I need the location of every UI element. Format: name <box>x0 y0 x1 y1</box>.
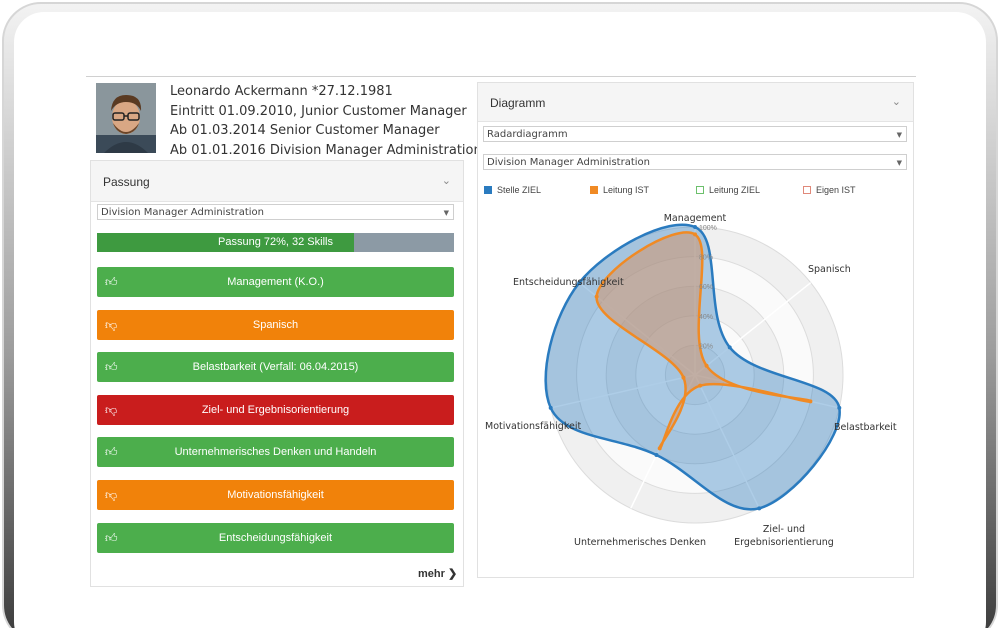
legend-label: Leitung ZIEL <box>709 185 761 195</box>
data-point <box>837 405 842 410</box>
radar-spoke <box>694 374 760 509</box>
collapse-chevron-icon[interactable]: ⌄ <box>441 175 451 187</box>
data-point <box>577 280 582 285</box>
skill-label: Belastbarkeit (Verfall: 06.04.2015) <box>192 361 359 374</box>
axis-label: Entscheidungsfähigkeit <box>513 277 624 288</box>
skill-item[interactable]: 👎︎ Spanisch <box>97 309 454 340</box>
radar-spoke <box>694 282 812 376</box>
chevron-down-icon: ▼ <box>443 209 449 217</box>
legend-label: Leitung IST <box>603 185 650 195</box>
passung-title: Passung <box>103 175 150 189</box>
tick-label: 20% <box>699 343 713 350</box>
data-point <box>693 225 697 229</box>
avatar <box>96 83 156 153</box>
screen-top-border <box>86 76 916 77</box>
legend-item[interactable]: Leitung IST <box>590 185 649 195</box>
passung-progress-label: Passung 72%, 32 Skills <box>218 236 333 248</box>
radar-spoke <box>550 374 696 409</box>
thumbs-up-icon: 👍︎ <box>105 275 118 289</box>
chevron-down-icon: ▼ <box>896 131 902 139</box>
role-select-value: Division Manager Administration <box>487 157 650 168</box>
data-point <box>704 363 709 368</box>
axis-label: Unternehmerisches Denken <box>574 537 706 548</box>
diagramm-title: Diagramm <box>490 96 546 110</box>
thumbs-up-icon: 👍︎ <box>105 445 118 460</box>
profile-name-line: Leonardo Ackermann *27.12.1981 <box>170 84 393 99</box>
profile-info: Leonardo Ackermann *27.12.1981 Eintritt … <box>170 82 482 160</box>
axis-label: Spanisch <box>808 264 851 275</box>
thumbs-down-icon: 👎︎ <box>105 317 118 332</box>
skill-label: Ziel- und Ergebnisorientierung <box>201 403 350 416</box>
chevron-down-icon: ▼ <box>896 159 902 167</box>
profile-history-line: Ab 01.03.2014 Senior Customer Manager <box>170 123 440 138</box>
more-link-label: mehr <box>418 568 445 580</box>
skill-label: Motivationsfähigkeit <box>227 489 324 501</box>
legend-swatch <box>696 186 704 194</box>
data-point <box>698 383 703 388</box>
data-point <box>808 399 813 404</box>
data-point <box>654 453 659 458</box>
diagramm-panel-header[interactable]: Diagramm ⌄ <box>478 83 913 122</box>
axis-label: Management <box>664 213 727 224</box>
axis-label: Motivationsfähigkeit <box>485 421 581 432</box>
tick-label: 40% <box>699 314 713 321</box>
data-point <box>693 232 697 237</box>
tick-label: 80% <box>699 255 713 262</box>
axis-label: Ziel- und Ergebnisorientierung <box>734 524 834 548</box>
legend-item[interactable]: Stelle ZIEL <box>484 185 541 195</box>
more-link[interactable]: mehr ❯ <box>418 567 457 580</box>
skill-item[interactable]: 👍︎ Entscheidungsfähigkeit <box>97 522 454 553</box>
data-point <box>594 294 599 299</box>
data-point <box>657 446 662 451</box>
passung-role-select-value: Division Manager Administration <box>101 207 264 218</box>
tick-label: 60% <box>699 284 713 291</box>
collapse-chevron-icon[interactable]: ⌄ <box>891 96 901 108</box>
skill-item[interactable]: 👍︎ Unternehmerisches Denken und Handeln <box>97 437 454 468</box>
legend-swatch <box>803 186 811 194</box>
chart-type-select-value: Radardiagramm <box>487 129 568 140</box>
thumbs-up-icon: 👍︎ <box>105 530 118 545</box>
role-select[interactable]: Division Manager Administration ▼ <box>483 154 907 170</box>
skill-label: Management (K.O.) <box>227 276 324 288</box>
skill-item[interactable]: 👎︎ Ziel- und Ergebnisorientierung <box>97 394 454 425</box>
skill-item[interactable]: 👎︎ Motivationsfähigkeit <box>97 480 454 510</box>
legend-item[interactable]: Leitung ZIEL <box>696 185 760 195</box>
legend-item[interactable]: Eigen IST <box>803 185 856 195</box>
data-point <box>727 345 732 350</box>
data-point <box>757 506 762 511</box>
skill-item[interactable]: 👍︎ Belastbarkeit (Verfall: 06.04.2015) <box>97 352 454 383</box>
profile-current-line: Ab 01.01.2016 Division Manager Administr… <box>170 142 482 158</box>
profile-entry-line: Eintritt 01.09.2010, Junior Customer Man… <box>170 103 467 119</box>
passung-panel-header[interactable]: Passung ⌄ <box>91 161 463 202</box>
passung-role-select[interactable]: Division Manager Administration ▼ <box>97 204 454 220</box>
tick-label: 100% <box>699 225 717 232</box>
data-point <box>548 405 553 410</box>
skill-label: Entscheidungsfähigkeit <box>218 531 333 544</box>
chevron-right-icon: ❯ <box>447 568 458 580</box>
chart-type-select[interactable]: Radardiagramm ▼ <box>483 126 907 142</box>
thumbs-up-icon: 👍︎ <box>105 360 118 375</box>
legend-label: Stelle ZIEL <box>497 185 542 195</box>
passung-progress-bar: Passung 72%, 32 Skills <box>97 233 454 252</box>
passung-progress-fill <box>97 233 355 252</box>
axis-label: Belastbarkeit <box>834 422 897 433</box>
legend-swatch <box>484 186 492 194</box>
skill-label: Unternehmerisches Denken und Handeln <box>174 446 377 459</box>
legend-label: Eigen IST <box>816 185 856 195</box>
skill-item[interactable]: 👍︎ Management (K.O.) <box>97 267 454 297</box>
thumbs-down-icon: 👎︎ <box>105 402 118 417</box>
skill-label: Spanisch <box>252 318 299 331</box>
thumbs-down-icon: 👎︎ <box>105 488 118 502</box>
data-point <box>681 375 686 380</box>
legend-swatch <box>590 186 598 194</box>
